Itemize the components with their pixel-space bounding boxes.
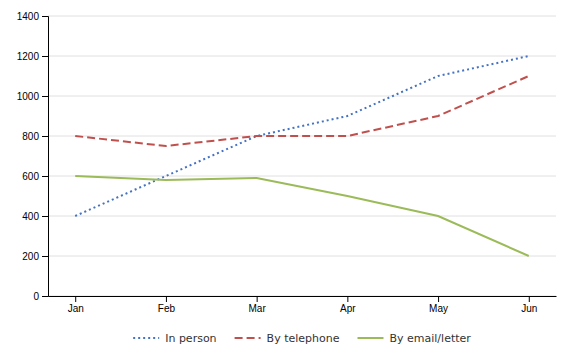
- tick-label: 1000: [17, 91, 40, 102]
- tick-mark: [347, 296, 348, 302]
- legend-swatch: [357, 337, 383, 339]
- grid-line: [48, 136, 556, 137]
- tick-mark: [42, 136, 48, 137]
- legend: In person By telephone By email/letter: [133, 332, 471, 345]
- tick-label: 0: [33, 291, 39, 302]
- axis-line: [42, 17, 49, 297]
- grid: [48, 16, 556, 296]
- tick-mark: [42, 256, 48, 257]
- tick-mark: [42, 296, 48, 297]
- x-axis: Jan Feb Mar Apr May Jun: [49, 296, 557, 314]
- tick-label: Feb: [158, 303, 176, 314]
- tick-label: 800: [22, 131, 39, 142]
- tick-mark: [42, 176, 48, 177]
- grid-line: [48, 256, 556, 257]
- tick: 200: [22, 251, 48, 262]
- grid-line: [48, 296, 556, 297]
- tick-mark: [438, 296, 439, 302]
- tick: 600: [22, 171, 48, 182]
- line: [75, 56, 529, 216]
- grid-line: [48, 176, 556, 177]
- tick: 1400: [17, 11, 48, 22]
- grid-line: [48, 96, 556, 97]
- tick-label: 600: [22, 171, 39, 182]
- tick-mark: [257, 296, 258, 302]
- grid-line: [48, 16, 556, 17]
- tick-mark: [42, 56, 48, 57]
- line: [75, 76, 529, 146]
- legend-label: By telephone: [267, 332, 340, 345]
- tick: May: [429, 296, 448, 314]
- tick-mark: [42, 96, 48, 97]
- legend-swatch: [235, 337, 261, 339]
- tick: 0: [33, 291, 48, 302]
- legend-label: By email/letter: [389, 332, 471, 345]
- legend-swatch: [133, 337, 159, 339]
- chart: 0 200 400 600 800 1000 1200 1400 Jan Feb Mar Apr May…: [0, 0, 576, 358]
- tick-label: Mar: [249, 303, 267, 314]
- legend-label: In person: [165, 332, 216, 345]
- tick-mark: [42, 216, 48, 217]
- legend-item: By email/letter: [357, 332, 471, 345]
- tick: 1000: [17, 91, 48, 102]
- axis-line: [49, 296, 557, 297]
- grid-line: [48, 56, 556, 57]
- tick: Jan: [68, 296, 84, 314]
- tick-mark: [166, 296, 167, 302]
- tick-label: May: [429, 303, 448, 314]
- tick: 400: [22, 211, 48, 222]
- tick-mark: [75, 296, 76, 302]
- legend-item: By telephone: [235, 332, 340, 345]
- tick: Feb: [158, 296, 176, 314]
- tick-label: 400: [22, 211, 39, 222]
- y-axis: 0 200 400 600 800 1000 1200 1400: [17, 11, 49, 302]
- tick-label: 1200: [17, 51, 40, 62]
- tick: 800: [22, 131, 48, 142]
- tick: Apr: [340, 296, 356, 314]
- legend-item: In person: [133, 332, 216, 345]
- tick-label: 200: [22, 251, 39, 262]
- tick-mark: [529, 296, 530, 302]
- tick-label: 1400: [17, 11, 40, 22]
- plot: 0 200 400 600 800 1000 1200 1400 Jan Feb Mar Apr May…: [17, 11, 557, 314]
- tick: 1200: [17, 51, 48, 62]
- tick-label: Apr: [340, 303, 356, 314]
- tick-label: Jan: [68, 303, 84, 314]
- line: [75, 176, 529, 256]
- grid-line: [48, 216, 556, 217]
- tick: Mar: [249, 296, 267, 314]
- tick: Jun: [521, 296, 537, 314]
- series-group: [75, 56, 529, 256]
- tick-label: Jun: [521, 303, 537, 314]
- tick-mark: [42, 16, 48, 17]
